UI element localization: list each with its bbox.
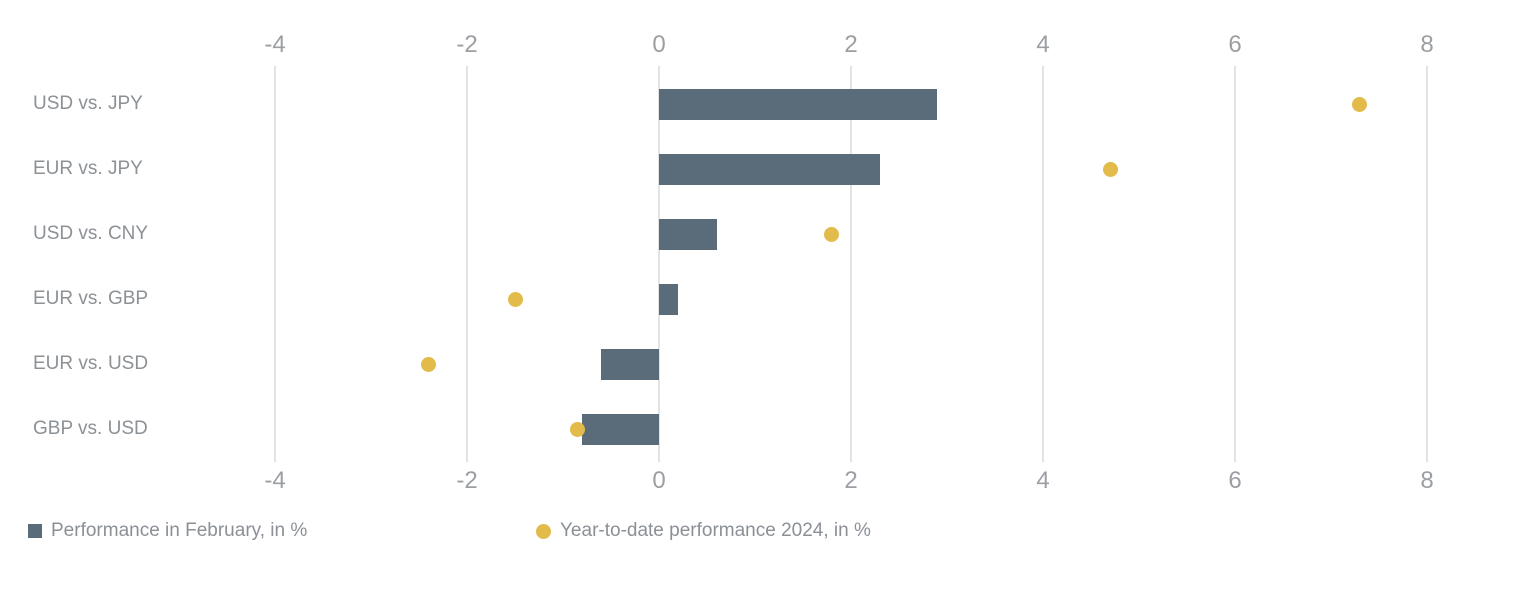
gridline (274, 66, 276, 462)
legend-item-ytd: Year-to-date performance 2024, in % (536, 519, 871, 543)
ytd-dot (569, 421, 585, 437)
category-label: EUR vs. GBP (33, 288, 149, 309)
gridline (850, 66, 852, 462)
category-label: EUR vs. JPY (33, 158, 143, 179)
legend-label-ytd: Year-to-date performance 2024, in % (560, 520, 871, 541)
x-tick-label-bottom: 2 (844, 467, 858, 494)
performance-bar (659, 218, 717, 250)
performance-bar (659, 283, 679, 315)
gridline (658, 66, 660, 462)
february-bar-swatch-icon (28, 524, 42, 538)
category-label: USD vs. CNY (33, 223, 149, 244)
category-label: EUR vs. USD (33, 353, 149, 374)
x-tick-label-top: -2 (456, 31, 478, 58)
gridline (1426, 66, 1428, 462)
performance-bar (582, 413, 659, 445)
ytd-dot-swatch-icon (536, 523, 551, 539)
category-label: GBP vs. USD (33, 418, 148, 439)
x-tick-label-top: 4 (1036, 31, 1050, 58)
x-tick-label-bottom: -4 (264, 467, 286, 494)
gridline (1042, 66, 1044, 462)
x-tick-label-top: 6 (1228, 31, 1242, 58)
performance-bar (659, 88, 938, 120)
x-tick-label-top: 2 (844, 31, 858, 58)
legend-item-february: Performance in February, in % (28, 519, 307, 543)
category-label: USD vs. JPY (33, 93, 143, 114)
x-tick-label-bottom: -2 (456, 467, 478, 494)
x-tick-label-bottom: 8 (1420, 467, 1434, 494)
ytd-dot (421, 356, 437, 372)
ytd-dot (507, 291, 523, 307)
ytd-dot (1102, 161, 1118, 177)
x-tick-label-bottom: 0 (652, 467, 666, 494)
legend-label-february: Performance in February, in % (51, 520, 308, 541)
performance-bar (659, 153, 880, 185)
x-tick-label-top: 0 (652, 31, 666, 58)
ytd-dot (1352, 96, 1368, 112)
x-tick-label-top: -4 (264, 31, 286, 58)
performance-bar (601, 348, 659, 380)
gridline (466, 66, 468, 462)
ytd-dot (824, 226, 840, 242)
x-tick-label-bottom: 4 (1036, 467, 1050, 494)
x-tick-label-top: 8 (1420, 31, 1434, 58)
gridline (1234, 66, 1236, 462)
x-tick-label-bottom: 6 (1228, 467, 1242, 494)
